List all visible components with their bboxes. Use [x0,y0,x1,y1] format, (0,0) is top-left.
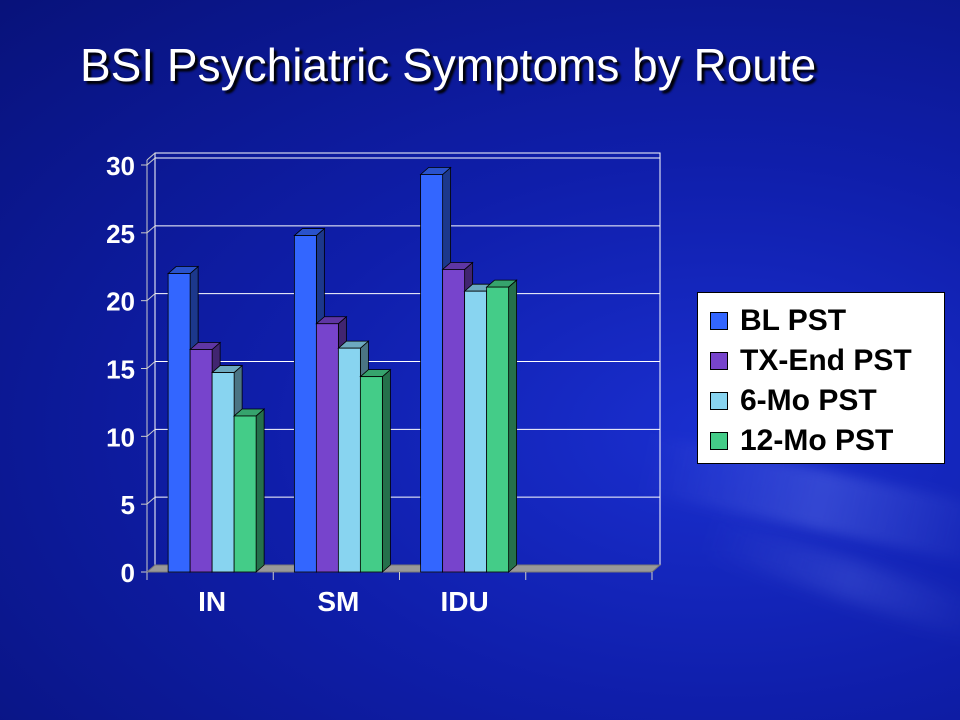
legend-item-tx-end-pst: TX-End PST [710,341,944,381]
bar-idu-12-mo-pst [486,286,510,573]
gridline-side-5 [146,496,156,505]
bar-sm-bl-pst [293,235,317,573]
y-tick-label-20: 20 [106,287,135,317]
chart-legend: BL PST TX-End PST 6-Mo PST 12-Mo PST [697,292,945,464]
y-tick-label-0: 0 [121,558,135,588]
legend-swatch-bl-pst [710,312,728,330]
gridline-side-25 [146,225,156,234]
legend-swatch-tx-end-pst [710,352,728,370]
bar-sm-12-mo-pst-side [381,368,391,573]
x-tick-label-sm: SM [317,586,359,617]
bar-sm-tx-end-pst [315,323,339,573]
bar-in-6-mo-pst [211,372,235,573]
legend-item-12-mo-pst: 12-Mo PST [710,421,944,461]
bar-idu-tx-end-pst [442,269,466,573]
legend-swatch-12-mo-pst [710,432,728,450]
bar-in-tx-end-pst [189,349,213,573]
bar-idu-bl-pst [420,174,444,573]
slide-title: BSI Psychiatric Symptoms by Route [80,39,817,91]
legend-swatch-6-mo-pst [710,392,728,410]
gridline-side-15 [146,361,156,369]
gridline-side-10 [146,428,156,437]
bar-in-12-mo-pst [233,415,257,573]
legend-label-bl-pst: BL PST [740,304,847,337]
x-tick-label-idu: IDU [441,586,489,617]
y-tick-label-10: 10 [106,422,135,452]
x-tick-label-in: IN [198,586,226,617]
legend-item-bl-pst: BL PST [710,301,944,341]
legend-label-12-mo-pst: 12-Mo PST [740,424,894,457]
bar-idu-12-mo-pst-side [508,279,518,573]
bar-sm-6-mo-pst [337,347,361,573]
plot-side-wall-top [146,152,156,161]
legend-label-6-mo-pst: 6-Mo PST [740,384,877,417]
y-tick-label-15: 15 [106,355,135,385]
bar-idu-6-mo-pst [464,290,488,573]
y-tick-label-30: 30 [106,151,135,181]
gridline-side-30 [146,157,156,166]
y-tick-label-5: 5 [121,490,135,520]
bar-in-bl-pst [167,273,191,573]
legend-label-tx-end-pst: TX-End PST [740,344,912,377]
bar-sm-12-mo-pst [359,376,383,573]
gridline-side-20 [146,293,156,302]
legend-item-6-mo-pst: 6-Mo PST [710,381,944,421]
y-tick-label-25: 25 [106,219,135,249]
bar-in-12-mo-pst-side [255,408,265,573]
